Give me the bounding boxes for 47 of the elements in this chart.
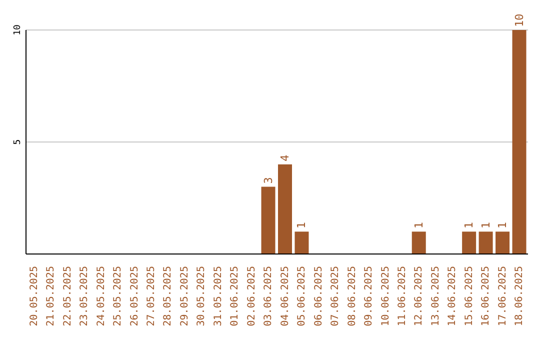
- data-label: 3: [262, 177, 275, 184]
- x-tick-label: 24.05.2025: [96, 266, 107, 326]
- x-tick-label: 09.06.2025: [364, 266, 375, 326]
- x-tick-label: 20.05.2025: [28, 266, 40, 326]
- x-tick-label: 14.06.2025: [447, 266, 458, 326]
- x-tick-label: 18.06.2025: [514, 266, 526, 326]
- x-tick-label: 27.05.2025: [146, 266, 157, 326]
- data-label: 10: [512, 14, 526, 27]
- x-tick-label: 26.05.2025: [129, 266, 140, 326]
- x-tick-label: 05.06.2025: [296, 266, 308, 326]
- x-tick-label: 15.06.2025: [464, 266, 475, 326]
- x-tick-label: 08.06.2025: [346, 266, 358, 326]
- x-tick-label: 10.06.2025: [380, 266, 392, 326]
- x-tick-label: 13.06.2025: [430, 266, 442, 326]
- bar: [462, 232, 476, 254]
- x-tick-label: 03.06.2025: [263, 266, 274, 326]
- x-tick-label: 02.06.2025: [246, 266, 258, 326]
- x-tick-label: 01.06.2025: [230, 266, 241, 326]
- x-tick-label: 11.06.2025: [397, 266, 408, 326]
- bar: [261, 186, 276, 254]
- bar: [278, 164, 292, 254]
- data-label: 1: [479, 222, 492, 229]
- bar: [496, 232, 510, 254]
- x-tick-label: 07.06.2025: [330, 266, 342, 326]
- x-tick-label: 04.06.2025: [280, 266, 291, 326]
- x-tick-label: 25.05.2025: [112, 266, 124, 326]
- bar: [478, 232, 493, 254]
- x-tick-label: 21.05.2025: [46, 266, 57, 326]
- data-label: 4: [278, 154, 292, 162]
- y-tick-label: 5: [13, 139, 23, 145]
- x-tick-label: 12.06.2025: [414, 266, 425, 326]
- x-tick-label: 28.05.2025: [162, 266, 174, 326]
- x-tick-label: 22.05.2025: [62, 266, 74, 326]
- data-label: 1: [462, 222, 476, 229]
- x-tick-label: 16.06.2025: [480, 266, 492, 326]
- x-tick-label: 06.06.2025: [313, 266, 324, 326]
- data-label: 1: [295, 222, 308, 229]
- x-tick-label: 17.06.2025: [497, 266, 508, 326]
- x-tick-label: 29.05.2025: [179, 266, 190, 326]
- data-label: 1: [412, 222, 426, 229]
- x-tick-label: 23.05.2025: [79, 266, 90, 326]
- bar: [294, 232, 309, 254]
- x-tick-label: 31.05.2025: [212, 266, 224, 326]
- bar: [512, 30, 526, 254]
- bar: [412, 232, 426, 254]
- x-tick-label: 30.05.2025: [196, 266, 208, 326]
- data-label: 1: [496, 222, 510, 229]
